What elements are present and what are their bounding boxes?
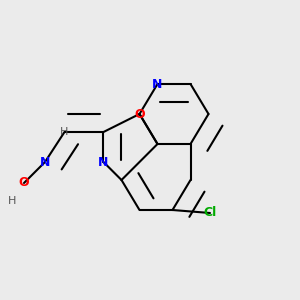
Text: N: N	[152, 77, 163, 91]
Text: N: N	[98, 155, 109, 169]
Text: O: O	[19, 176, 29, 190]
Text: N: N	[40, 155, 50, 169]
Text: H: H	[60, 127, 69, 137]
Text: H: H	[8, 196, 16, 206]
Text: O: O	[134, 107, 145, 121]
Text: Cl: Cl	[203, 206, 217, 220]
